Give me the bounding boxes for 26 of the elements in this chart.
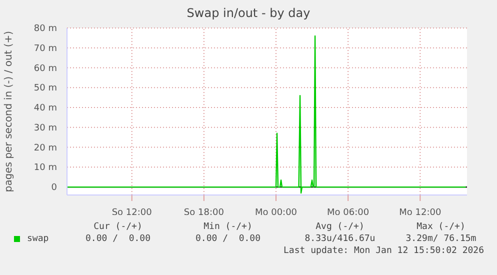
x-tick-label: Mo 00:00 [254, 208, 298, 218]
y-axis-title: pages per second in (-) / out (+) [4, 30, 15, 192]
text: 0.00 / 0.00 [194, 234, 262, 244]
x-tick-label: So 12:00 [112, 208, 152, 218]
text: 3.29m/ 76.15m [404, 234, 478, 244]
y-tick-label: 80 m [34, 24, 57, 34]
y-tick-label: 70 m [34, 44, 57, 54]
text: Min (-/+) [202, 222, 254, 232]
text: 8.33u/416.67u [304, 234, 376, 244]
y-tick-label: 30 m [34, 123, 57, 134]
y-tick-label: 50 m [34, 84, 57, 94]
text: Max (-/+) [416, 222, 466, 232]
y-tick-label: 10 m [34, 163, 57, 174]
text: Avg (-/+) [314, 222, 366, 232]
y-tick-label: 20 m [34, 143, 57, 154]
text: Cur (-/+) [92, 222, 144, 232]
x-tick-label: So 18:00 [184, 208, 224, 218]
y-tick-label: 40 m [34, 104, 57, 114]
legend-label: swap [26, 234, 49, 244]
x-tick-label: Mo 12:00 [399, 208, 442, 218]
text: Last update: Mon Jan 12 15:50:02 2026 [284, 246, 484, 256]
x-tick-label: Mo 06:00 [327, 208, 370, 218]
y-tick-label: 0 [51, 183, 58, 194]
chart-title: Swap in/out - by day [186, 6, 312, 20]
y-tick-label: 60 m [34, 64, 57, 74]
text: 0.00 / 0.00 [84, 234, 152, 244]
